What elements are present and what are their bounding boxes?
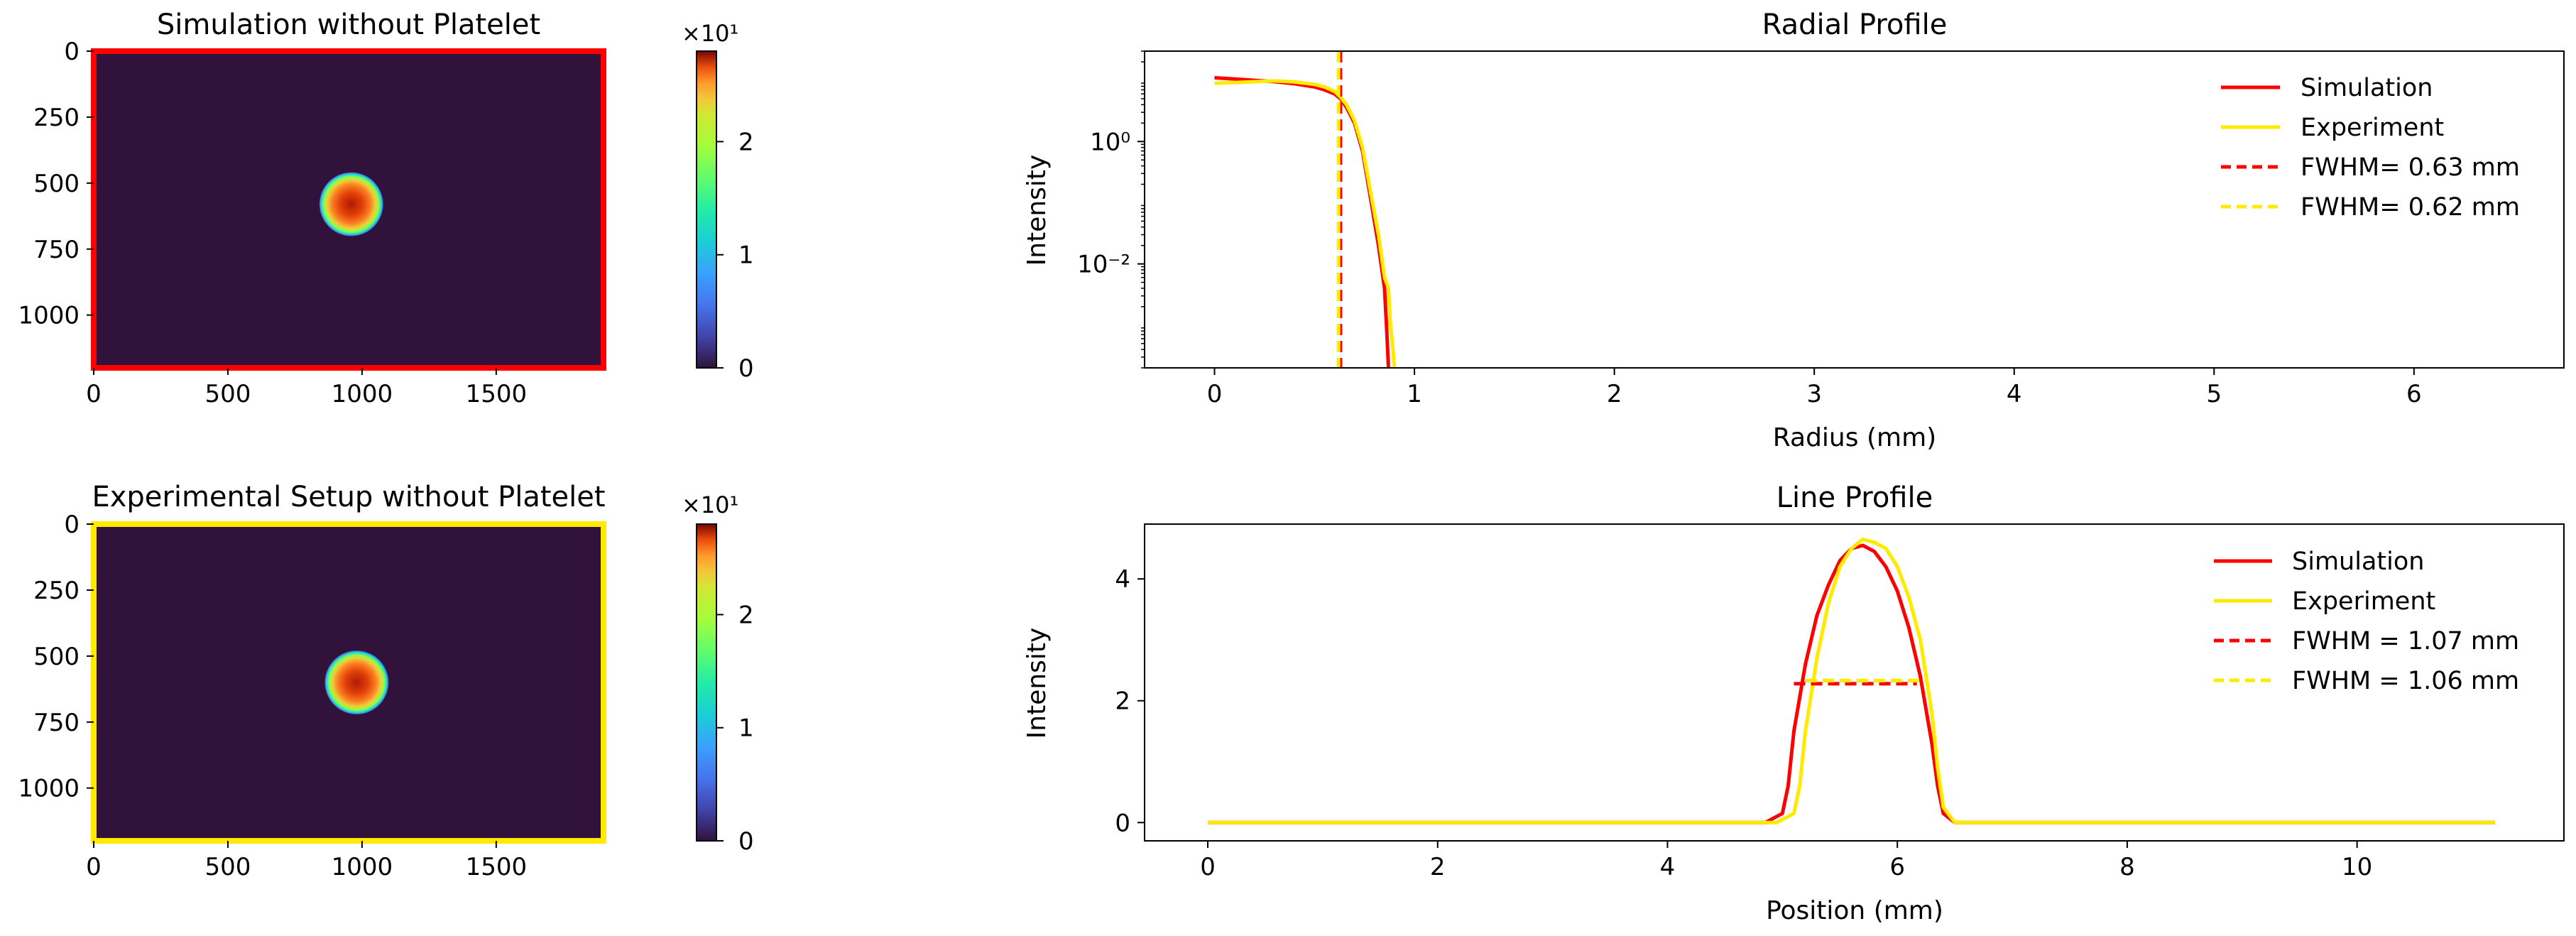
colorbar-ticks: 0 1 2 — [716, 601, 754, 856]
x-tick-label: 1000 — [332, 853, 393, 881]
y-tick-label: 4 — [1115, 565, 1130, 594]
x-tick-label: 1500 — [466, 853, 528, 881]
plot-series — [1214, 51, 1397, 369]
plot-area-frame — [1144, 50, 2565, 369]
colorbar: 0 1 2 ×10¹ — [682, 20, 754, 383]
x-tick-label: 2 — [1607, 380, 1622, 408]
y-tick-label: 500 — [33, 643, 80, 671]
y-tick-label: 250 — [33, 104, 80, 132]
x-tick-label: 0 — [1200, 853, 1216, 881]
y-tick-label: 500 — [33, 170, 80, 198]
heatmap-simulation: Simulation without Platelet 0 500 1000 1500… — [18, 9, 753, 408]
x-axis-label: Radius (mm) — [1773, 423, 1936, 452]
colorbar-gradient — [696, 50, 717, 369]
beam-spot — [324, 650, 389, 715]
x-tick-label: 6 — [2406, 380, 2422, 408]
axes-ticks: 0 1 2 3 4 5 6 10⁰ 10⁻² — [1077, 50, 2422, 408]
y-tick-label: 1000 — [18, 302, 80, 330]
y-tick-label: 0 — [64, 38, 80, 66]
y-tick-label: 2 — [1115, 687, 1130, 716]
y-tick-label: 250 — [33, 577, 80, 605]
x-tick-label: 0 — [86, 853, 102, 881]
radial-profile-chart: Radial Profile Radius (mm) Intensity 0 1 2… — [1022, 9, 2565, 452]
legend-label: Simulation — [2292, 548, 2424, 576]
x-tick-label: 1500 — [466, 380, 528, 408]
heatmap-experiment: Experimental Setup without Platelet 0 500… — [18, 481, 753, 881]
colorbar-gradient — [696, 523, 717, 842]
plot-area-frame — [1144, 523, 2565, 842]
heatmap-frame — [91, 48, 606, 371]
legend-label: Simulation — [2301, 74, 2433, 102]
colorbar-ticks: 0 1 2 — [716, 128, 754, 383]
y-tick-label: 0 — [64, 511, 80, 539]
legend-label: FWHM = 1.07 mm — [2292, 627, 2519, 655]
x-tick-label: 6 — [1889, 853, 1905, 881]
x-tick-label: 8 — [2119, 853, 2135, 881]
colorbar-tick-label: 1 — [738, 241, 754, 270]
colorbar-tick-label: 2 — [738, 601, 754, 629]
x-tick-label: 10 — [2342, 853, 2372, 881]
x-tick-label: 0 — [1207, 380, 1223, 408]
y-axis-label: Intensity — [1022, 155, 1052, 266]
y-tick-label: 1000 — [18, 775, 80, 803]
plot-series — [1208, 537, 2495, 825]
y-axis-label: Intensity — [1022, 628, 1052, 739]
series-line-simulation — [1208, 543, 2495, 825]
series-line-experiment — [1214, 79, 1397, 369]
legend-label: FWHM = 1.06 mm — [2292, 667, 2519, 695]
legend: Simulation Experiment FWHM= 0.63 mm FWHM… — [2221, 74, 2520, 222]
colorbar: 0 1 2 ×10¹ — [682, 491, 754, 856]
line-profile-chart: Line Profile Position (mm) Intensity 0 2 4… — [1022, 481, 2565, 925]
x-tick-label: 4 — [2007, 380, 2022, 408]
series-line-simulation — [1214, 76, 1390, 369]
x-tick-label: 5 — [2206, 380, 2222, 408]
colorbar-multiplier: ×10¹ — [682, 20, 738, 47]
heatmap-title: Simulation without Platelet — [157, 9, 540, 41]
x-axis-label: Position (mm) — [1766, 896, 1943, 925]
series-line-experiment — [1208, 537, 2495, 825]
x-tick-label: 1000 — [332, 380, 393, 408]
colorbar-multiplier: ×10¹ — [682, 491, 738, 518]
x-tick-label: 3 — [1806, 380, 1822, 408]
colorbar-tick-label: 0 — [738, 354, 754, 383]
beam-spot — [319, 172, 384, 236]
x-tick-label: 2 — [1430, 853, 1446, 881]
y-tick-label: 0 — [1115, 809, 1130, 837]
legend-label: FWHM= 0.63 mm — [2301, 153, 2520, 182]
heatmap-title: Experimental Setup without Platelet — [92, 481, 605, 513]
heatmap-axes: 0 500 1000 1500 0 250 500 750 1000 — [18, 38, 527, 408]
y-tick-label: 10⁰ — [1090, 128, 1130, 156]
colorbar-tick-label: 1 — [738, 714, 754, 743]
colorbar-tick-label: 2 — [738, 128, 754, 156]
x-tick-label: 500 — [204, 380, 251, 408]
legend-label: Experiment — [2292, 587, 2435, 616]
heatmap-frame — [91, 521, 606, 844]
x-tick-label: 1 — [1407, 380, 1422, 408]
y-tick-label: 750 — [33, 709, 80, 737]
y-tick-label: 10⁻² — [1077, 251, 1130, 279]
y-tick-label: 750 — [33, 236, 80, 264]
colorbar-tick-label: 0 — [738, 827, 754, 856]
x-tick-label: 500 — [204, 853, 251, 881]
legend: Simulation Experiment FWHM = 1.07 mm FWH… — [2214, 548, 2519, 695]
chart-title: Radial Profile — [1762, 9, 1948, 41]
legend-label: FWHM= 0.62 mm — [2301, 193, 2520, 222]
chart-title: Line Profile — [1777, 481, 1933, 514]
x-tick-label: 0 — [86, 380, 102, 408]
legend-label: Experiment — [2301, 114, 2444, 142]
x-tick-label: 4 — [1660, 853, 1676, 881]
axes-ticks: 0 2 4 6 8 10 0 2 4 — [1115, 565, 2372, 881]
heatmap-axes: 0 500 1000 1500 0 250 500 750 1000 — [18, 511, 527, 881]
